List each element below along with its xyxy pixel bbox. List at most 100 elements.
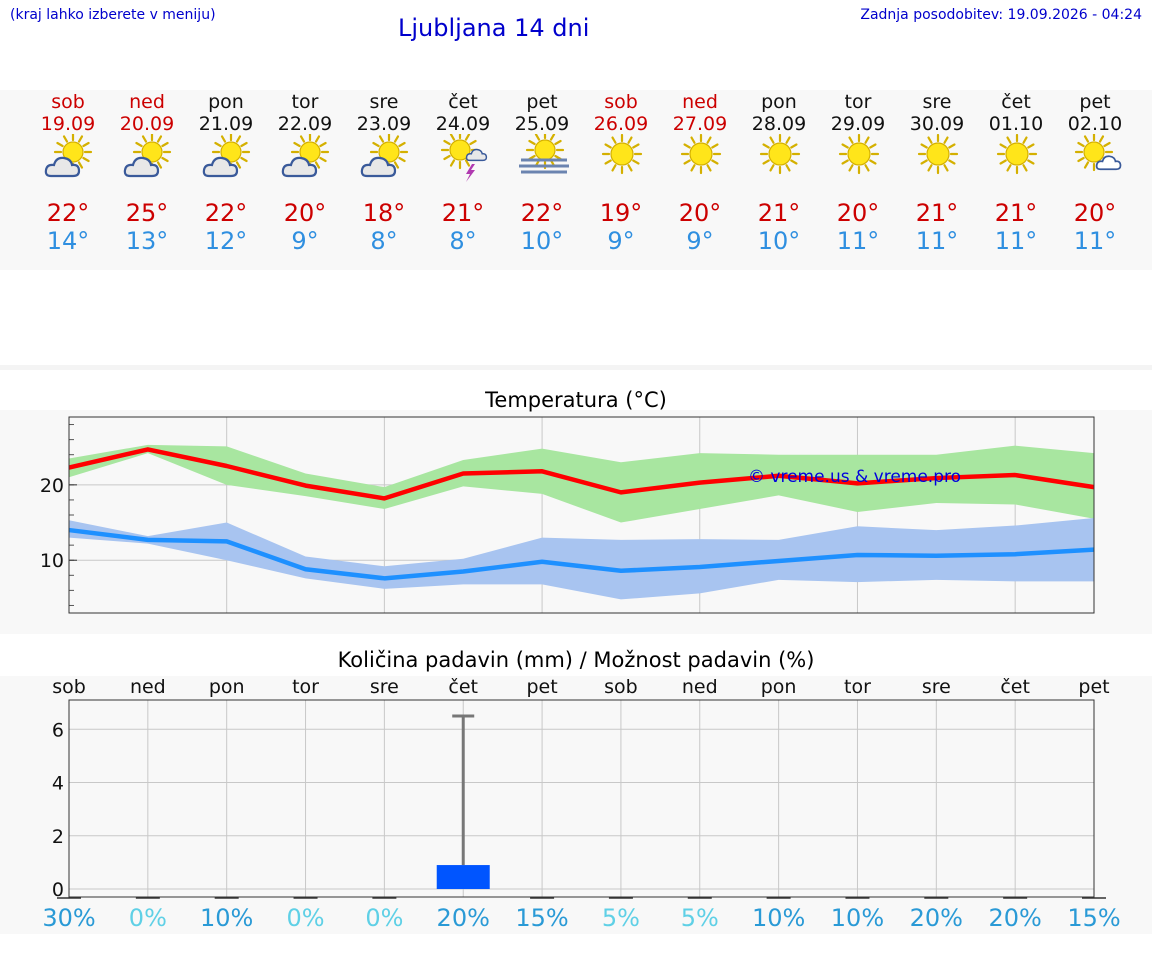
sun-fog-icon [517, 130, 569, 182]
rain-bar [436, 865, 490, 890]
min-temp: 11° [915, 227, 959, 255]
day-label: pon [761, 676, 797, 698]
day-column: čet 24.09 21° 8° [424, 90, 503, 270]
days-band [0, 90, 1152, 270]
day-date: 20.09 [119, 113, 175, 135]
min-temp: 8° [370, 227, 398, 255]
sun-icon [754, 133, 806, 182]
day-column: sre 23.09 18° 8° [345, 90, 424, 270]
day-date: 23.09 [356, 113, 412, 135]
y-tick-label: 0 [52, 879, 64, 901]
day-name: sob [51, 91, 85, 113]
max-temp: 21° [441, 199, 485, 227]
min-temp-line [68, 527, 1095, 581]
max-temp: 20° [836, 199, 880, 227]
max-temp: 20° [1073, 199, 1117, 227]
day-column: pon 21.09 22° 12° [187, 90, 266, 270]
day-name: pon [761, 91, 797, 113]
day-name: ned [682, 91, 718, 113]
day-date: 28.09 [751, 113, 807, 135]
rain-probability: 5% [601, 904, 640, 932]
day-name: pon [208, 91, 244, 113]
day-date: 26.09 [593, 113, 649, 135]
day-date: 19.09 [40, 113, 96, 135]
y-tick-label: 2 [52, 826, 64, 848]
day-label: ned [682, 676, 718, 698]
day-column: sre 30.09 21° 11° [898, 90, 977, 270]
sun-small-cloud-icon [1070, 132, 1122, 182]
rain-probability: 15% [1067, 904, 1121, 932]
sun-icon [912, 133, 964, 182]
day-name: sob [604, 91, 638, 113]
rain-probability: 15% [515, 904, 569, 932]
day-label: čet [448, 676, 478, 698]
y-tick-label: 10 [40, 550, 64, 572]
sun-cloud-icon [43, 132, 95, 182]
min-temp: 9° [686, 227, 714, 255]
sun-cloud-icon [280, 132, 332, 182]
sun-icon [833, 133, 885, 182]
precipitation-chart-title: Količina padavin (mm) / Možnost padavin … [337, 648, 815, 672]
min-temp: 11° [836, 227, 880, 255]
max-temp: 18° [362, 199, 406, 227]
min-temp: 8° [449, 227, 477, 255]
day-date: 25.09 [514, 113, 570, 135]
max-temp: 22° [204, 199, 248, 227]
day-name: pet [1079, 91, 1111, 113]
day-name: sre [922, 91, 952, 113]
day-label: tor [844, 676, 871, 698]
temperature-chart-title: Temperatura (°C) [485, 388, 667, 412]
max-temp-line [68, 447, 1095, 501]
rain-probability: 10% [751, 904, 806, 932]
min-temp: 12° [204, 227, 248, 255]
day-date: 01.10 [988, 113, 1044, 135]
y-tick-label: 20 [40, 475, 64, 497]
day-name: čet [1001, 91, 1031, 113]
min-temp: 11° [1073, 227, 1117, 255]
day-column: pet 02.10 20° 11° [1056, 90, 1135, 270]
max-temp: 21° [915, 199, 959, 227]
day-label: pet [526, 676, 557, 698]
day-name: pet [526, 91, 558, 113]
rain-probability: 30% [42, 904, 96, 932]
rain-probability: 20% [988, 904, 1042, 932]
day-label: sre [370, 676, 399, 698]
day-name: tor [291, 91, 319, 113]
plot-area [69, 700, 1094, 897]
day-date: 02.10 [1067, 113, 1123, 135]
day-date: 22.09 [277, 113, 333, 135]
min-temp: 14° [46, 227, 90, 255]
day-label: pon [209, 676, 245, 698]
max-temp: 25° [125, 199, 169, 227]
max-temp: 22° [46, 199, 90, 227]
min-temp-range [69, 518, 1094, 600]
day-column: čet 01.10 21° 11° [977, 90, 1056, 270]
day-label: pet [1078, 676, 1109, 698]
day-date: 27.09 [672, 113, 728, 135]
min-temp: 11° [994, 227, 1038, 255]
max-temp: 20° [678, 199, 722, 227]
day-name: sre [369, 91, 399, 113]
day-label: sob [52, 676, 86, 698]
day-name: tor [844, 91, 872, 113]
day-column: tor 22.09 20° 9° [266, 90, 345, 270]
last-updated: Zadnja posodobitev: 19.09.2026 - 04:24 [860, 7, 1142, 23]
rain-probability: 0% [286, 904, 325, 932]
day-date: 29.09 [830, 113, 886, 135]
min-temp: 10° [757, 227, 801, 255]
sun-icon [596, 133, 648, 182]
sun-icon [991, 133, 1043, 182]
max-temp: 21° [994, 199, 1038, 227]
max-temp: 21° [757, 199, 801, 227]
day-column: ned 20.09 25° 13° [108, 90, 187, 270]
rain-probability: 0% [128, 904, 167, 932]
sun-cloud-icon [122, 132, 174, 182]
divider-band [0, 365, 1152, 370]
day-name: čet [448, 91, 478, 113]
temperature-chart: 10 20 [40, 416, 1095, 614]
day-date: 30.09 [909, 113, 965, 135]
menu-hint: (kraj lahko izberete v meniju) [10, 7, 216, 23]
day-column: ned 27.09 20° 9° [661, 90, 740, 270]
day-name: ned [129, 91, 165, 113]
day-column: pet 25.09 22° 10° [503, 90, 582, 270]
